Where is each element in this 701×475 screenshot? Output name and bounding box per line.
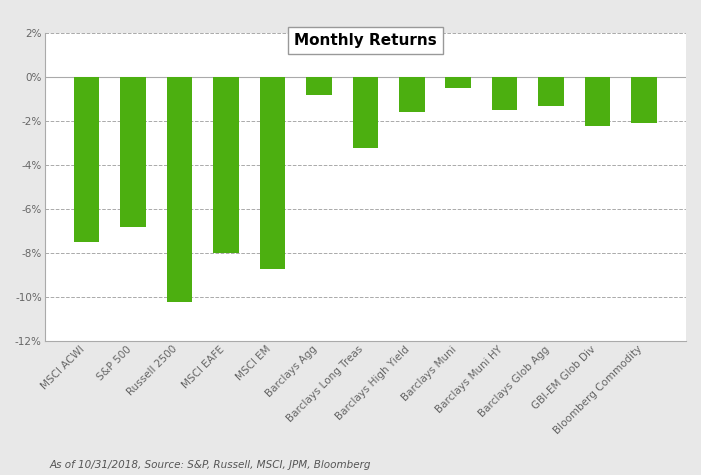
Bar [399,77,425,113]
Bar [492,77,517,110]
Bar [538,77,564,106]
Bar [213,77,239,253]
Text: Monthly Returns: Monthly Returns [294,33,437,48]
Bar [445,77,471,88]
Bar [121,77,146,227]
Text: As of 10/31/2018, Source: S&P, Russell, MSCI, JPM, Bloomberg: As of 10/31/2018, Source: S&P, Russell, … [49,460,371,470]
Bar [259,77,285,269]
Bar [167,77,192,302]
Bar [585,77,611,126]
Bar [306,77,332,95]
Bar [353,77,378,148]
Bar [74,77,100,242]
Bar [632,77,657,124]
